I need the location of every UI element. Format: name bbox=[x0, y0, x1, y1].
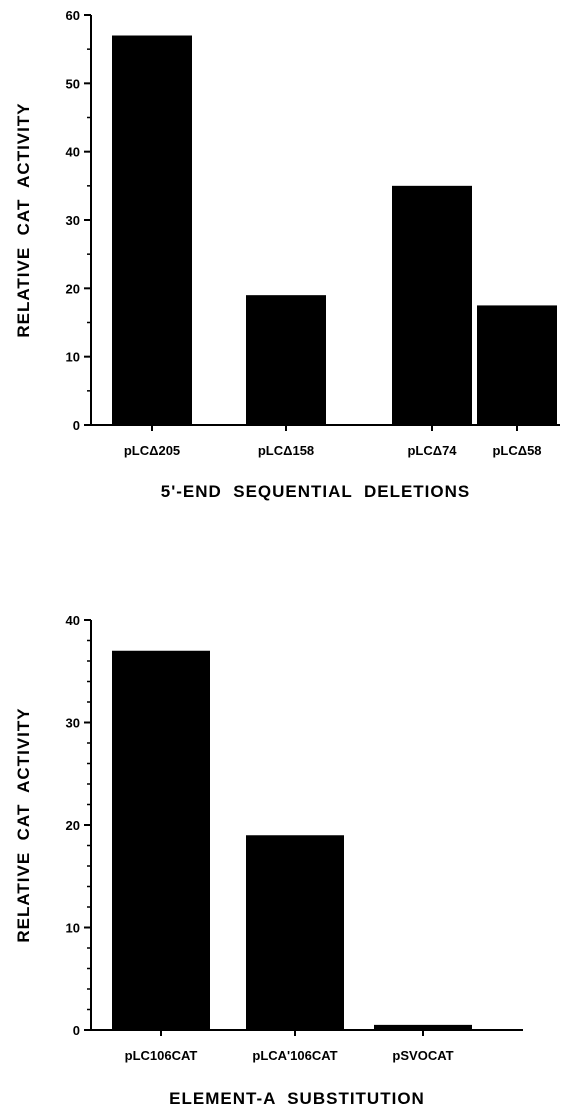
chart-panel-1: 0 10 20 30 40 50 60 pLCΔ205 pLCΔ158 pLCΔ74 pLCΔ58 5… bbox=[14, 8, 560, 501]
category-label: pSVOCAT bbox=[392, 1048, 453, 1063]
y-tick-label: 40 bbox=[66, 613, 80, 628]
y-tick-label: 50 bbox=[66, 76, 80, 91]
y-tick-label: 0 bbox=[73, 418, 80, 433]
y-axis-title: RELATIVE CAT ACTIVITY bbox=[14, 707, 33, 942]
bar-2 bbox=[246, 835, 344, 1030]
y-tick-label: 10 bbox=[66, 921, 80, 936]
y-tick-label: 40 bbox=[66, 145, 80, 160]
bar-3 bbox=[374, 1024, 472, 1030]
chart-panel-2: 0 10 20 30 40 pLC106CAT pLCA'106CAT pSVOCAT ELEM… bbox=[14, 613, 523, 1108]
category-label: pLCA'106CAT bbox=[252, 1048, 337, 1063]
bar-4 bbox=[477, 305, 557, 425]
y-tick-label: 20 bbox=[66, 818, 80, 833]
y-tick-label: 30 bbox=[66, 213, 80, 228]
y-tick-label: 10 bbox=[66, 350, 80, 365]
category-label: pLCΔ158 bbox=[258, 443, 314, 458]
category-label: pLC106CAT bbox=[125, 1048, 198, 1063]
y-axis-title: RELATIVE CAT ACTIVITY bbox=[14, 102, 33, 337]
category-label: pLCΔ205 bbox=[124, 443, 180, 458]
x-axis-title: ELEMENT-A SUBSTITUTION bbox=[169, 1089, 425, 1108]
bar-1 bbox=[112, 35, 192, 425]
category-label: pLCΔ58 bbox=[492, 443, 541, 458]
y-tick-label: 20 bbox=[66, 281, 80, 296]
x-axis-title: 5'-END SEQUENTIAL DELETIONS bbox=[161, 482, 470, 501]
bar-3 bbox=[392, 185, 472, 425]
category-label: pLCΔ74 bbox=[407, 443, 457, 458]
bar-1 bbox=[112, 650, 210, 1030]
y-tick-label: 60 bbox=[66, 8, 80, 23]
y-tick-label: 30 bbox=[66, 716, 80, 731]
bar-2 bbox=[246, 295, 326, 425]
y-tick-label: 0 bbox=[73, 1023, 80, 1038]
